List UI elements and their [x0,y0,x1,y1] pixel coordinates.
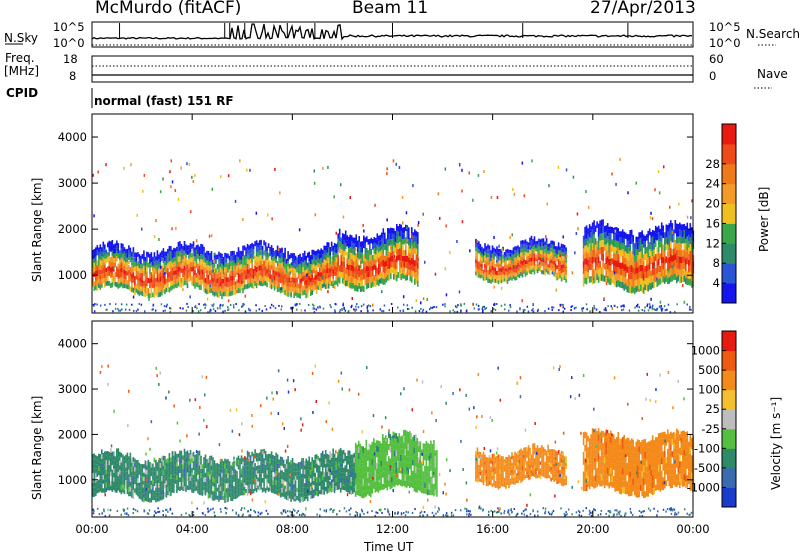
velocity-colorbar-tick: -500 [694,461,720,475]
power-colorbar-swatch [722,263,736,284]
velocity-colorbar-swatch [722,448,736,469]
velocity-colorbar-tick: -100 [694,441,720,455]
x-tick-label: 00:00 [75,522,108,536]
velocity-colorbar-swatch [722,350,736,371]
nsky-tick-bottom: 10^0 [53,36,85,50]
power-colorbar-tick: 16 [705,216,720,230]
beam-title: Beam 11 [352,0,429,18]
velocity-colorbar-swatch [722,370,736,391]
velocity-colorbar-tick: 500 [698,363,720,377]
nsearch-tick-bottom: 10^0 [709,36,741,50]
nave-tick-top: 60 [709,52,724,66]
power-colorbar-swatch [722,223,736,244]
power-ytick-label: 1000 [58,268,87,282]
date-title: 27/Apr/2013 [590,0,696,18]
power-echo-band-1 [337,223,419,293]
x-tick-label: 12:00 [376,522,409,536]
x-tick-label: 08:00 [276,522,309,536]
velocity-echo-band-3 [582,428,695,499]
x-tick-label: 20:00 [576,522,609,536]
velocity-colorbar-swatch [722,389,736,410]
power-colorbar-swatch [722,183,736,205]
freq-panel-frame [91,55,694,83]
power-colorbar-swatch [722,283,736,304]
freq-tick-top: 18 [63,52,78,66]
power-colorbar-swatch [722,203,736,224]
power-echo-band-2 [475,235,567,285]
power-echo-band-0 [92,239,339,299]
velocity-echo-band-1 [354,429,438,499]
power-colorbar-swatch [722,163,736,185]
velocity-scatter-echoes [92,364,693,518]
velocity-colorbar-tick: 25 [705,402,720,416]
nsearch-tick-top: 10^5 [709,20,741,34]
velocity-colorbar-tick: -25 [701,422,720,436]
velocity-colorbar-swatch [722,428,736,449]
velocity-colorbar-tick: 1000 [691,344,720,358]
velocity-echo-band-2 [475,443,567,490]
x-axis-title: Time UT [364,540,414,554]
power-colorbar-tick: 20 [705,197,720,211]
power-ytick-label: 3000 [58,176,87,190]
power-ytick-label: 4000 [58,130,87,144]
power-colorbar-tick: 28 [705,157,720,171]
x-tick-label: 04:00 [176,522,209,536]
velocity-colorbar-tick: 100 [698,383,720,397]
x-tick-label: 00:00 [676,522,709,536]
power-colorbar-swatch [722,124,736,145]
power-scatter-echoes [92,157,693,314]
nsearch-label: N.Search [746,27,800,41]
freq-tick-bottom: 8 [69,69,77,83]
power-colorbar-swatch [722,143,736,165]
velocity-ytick-label: 4000 [58,337,87,351]
velocity-colorbar-swatch [722,487,736,508]
cpid-label: CPID [6,86,39,100]
velocity-colorbar-tick: -1000 [687,480,720,494]
power-colorbar-tick: 4 [713,276,720,290]
power-colorbar-tick: 12 [705,236,720,250]
nsky-tick-top: 10^5 [53,20,85,34]
velocity-ytick-label: 3000 [58,382,87,396]
power-colorbar-tick: 24 [705,177,720,191]
velocity-ytick-label: 1000 [58,473,87,487]
power-colorbar-swatch [722,243,736,264]
station-title: McMurdo (fitACF) [95,0,242,18]
velocity-colorbar-swatch [722,331,736,352]
power-colorbar-tick: 8 [713,256,720,270]
velocity-echo-band-0 [92,447,357,503]
power-colorbar-frame [721,123,737,304]
velocity-colorbar-swatch [722,467,736,488]
power-ytick-label: 2000 [58,222,87,236]
x-tick-label: 16:00 [476,522,509,536]
velocity-colorbar-swatch [722,409,736,430]
nsky-label: N.Sky [4,31,39,45]
freq-label: Freq. [5,51,35,65]
nsky-panel-frame [91,21,694,48]
freq-unit: [MHz] [4,64,40,78]
velocity-colorbar-frame [721,330,737,508]
nave-label: Nave [757,67,788,81]
nave-tick-bottom: 0 [709,69,717,83]
velocity-ytick-label: 2000 [58,427,87,441]
cpid-value: normal (fast) 151 RF [94,94,234,108]
power-echo-band-3 [582,219,695,295]
